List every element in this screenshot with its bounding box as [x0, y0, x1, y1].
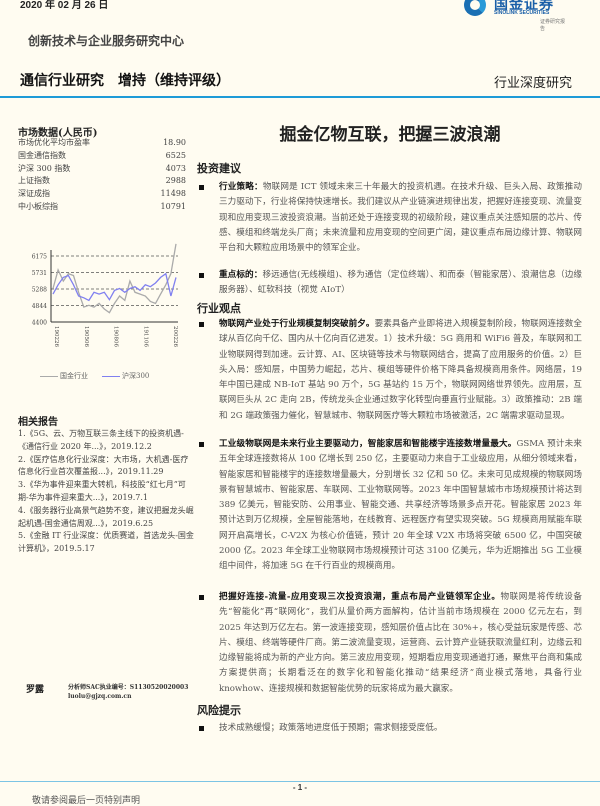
bullet-text: 要素具备产业即将进入规模复制阶段，物联网连接数全球从百亿向千亿、国内从十亿向百亿…	[219, 319, 582, 421]
author-name: 罗露	[26, 685, 45, 695]
y-tick-label: 4844	[32, 303, 47, 310]
index-chart: 6175 5731 5288 4844 4400 190226 190506 190806 19…	[32, 243, 178, 347]
bullet-lead: 重点标的：	[219, 270, 263, 280]
related-reports: 1.《5G、云、万物互联三条主线下的投资机遇-《通信行业 2020 年...》，…	[18, 428, 194, 556]
market-value: 4073	[165, 163, 186, 173]
related-item[interactable]: 2.《医疗信息化行业深度：大市场，大机遇-医疗信息化行业首次覆盖报...》，20…	[18, 454, 189, 477]
related-item[interactable]: 1.《5G、云、万物互联三条主线下的投资机遇-《通信行业 2020 年...》，…	[18, 429, 184, 451]
related-item[interactable]: 5.《金融 IT 行业深度：优质赛道，首选龙头-国金计算机》，2019.5.17	[18, 531, 194, 554]
bullet-lead: 工业级物联网是未来行业主要驱动力，智能家居和智能楼宇连接数增量最大。	[219, 439, 517, 449]
market-value: 2988	[165, 176, 186, 186]
report-date: 2020 年 02 月 26 日	[20, 0, 109, 11]
market-table: 市场优化平均市盈率 18.90 国金通信指数 6525 沪深 300 指数 4073 …	[18, 137, 186, 214]
legend-label: 国金行业	[60, 372, 88, 380]
section-view: 行业观点	[197, 302, 241, 315]
logo-mark-icon	[464, 0, 486, 16]
y-tick-label: 4400	[32, 320, 47, 327]
related-heading: 相关报告	[18, 417, 58, 428]
research-center: 创新技术与企业服务研究中心	[28, 34, 185, 48]
related-item[interactable]: 4.《服务器行业高景气趋势不变，建议把握龙头崛起机遇-国金通信周观...》，20…	[18, 505, 194, 528]
market-row: 上证指数 2988	[18, 175, 186, 188]
bullet-view-1: 物联网产业处于行业规模复制突破前夕。要素具备产业即将进入规模复制阶段，物联网连接…	[197, 317, 582, 424]
logo-en: SINOLINK SECURITIES	[494, 10, 550, 16]
bullet-lead: 把握好连接-流量-应用变现三次投资浪潮，重点布局产业链领军企业。	[219, 592, 501, 602]
report-type: 行业深度研究	[493, 76, 572, 91]
market-label: 上证指数	[18, 176, 50, 186]
bullet-text: GSMA 预计未来五年全球连接数将从 100 亿增长到 250 亿，主要驱动力来…	[219, 439, 582, 572]
y-tick-label: 5288	[32, 286, 47, 293]
market-row: 国金通信指数 6525	[18, 150, 186, 163]
legend-label: 沪深300	[122, 372, 150, 380]
bullet-view-2: 工业级物联网是未来行业主要驱动力，智能家居和智能楼宇连接数增量最大。GSMA 预…	[197, 437, 582, 575]
section-invest: 投资建议	[197, 162, 241, 175]
author-sac: 分析师SAC执业编号：S1130520020003	[68, 684, 189, 691]
footer-divider	[0, 781, 600, 782]
bullet-text: 技术成熟缓慢；政策落地进度低于预期；需求侧接受度低。	[219, 723, 443, 733]
market-label: 沪深 300 指数	[18, 163, 71, 173]
market-label: 市场优化平均市盈率	[18, 138, 90, 147]
bullet-targets: 重点标的：移远通信(无线模组)、移为通信（定位终端）、和而泰（智能家居）、浪潮信…	[197, 268, 582, 299]
market-label: 中小板综指	[18, 201, 58, 211]
author-email[interactable]: luolu@gjzq.com.cn	[68, 693, 132, 700]
bullet-lead: 行业策略：	[219, 182, 263, 192]
market-value: 11498	[160, 189, 186, 199]
market-value: 10791	[160, 201, 186, 211]
y-tick-label: 5731	[32, 270, 47, 277]
industry-rating: 通信行业研究 增持（维持评级）	[20, 73, 230, 89]
sinolink-logo: 国金证券 SINOLINK SECURITIES 证券研究报告	[458, 0, 568, 34]
market-label: 国金通信指数	[18, 150, 66, 160]
market-label: 深证成指	[18, 189, 50, 199]
header-divider	[0, 96, 600, 98]
page-number: - 1 -	[292, 783, 308, 792]
bullet-lead: 物联网产业处于行业规模复制突破前夕。	[219, 319, 375, 329]
market-row: 中小板综指 10791	[18, 201, 186, 214]
market-value: 6525	[165, 150, 186, 160]
market-row: 深证成指 11498	[18, 188, 186, 201]
market-value: 18.90	[163, 138, 186, 147]
market-row: 市场优化平均市盈率 18.90	[18, 137, 186, 150]
market-row: 沪深 300 指数 4073	[18, 163, 186, 176]
bullet-text: 物联网是 ICT 领域未来三十年最大的投资机遇。在技术升级、巨头入局、政策推动三…	[219, 182, 582, 254]
x-tick-label: 190226	[53, 326, 59, 347]
x-tick-label: 190806	[113, 326, 119, 347]
chart-legend: 国金行业 沪深300	[40, 371, 149, 381]
legend-item: 国金行业	[40, 371, 88, 381]
logo-sub: 证券研究报告	[540, 19, 566, 32]
y-tick-label: 6175	[32, 254, 47, 261]
x-tick-label: 191106	[142, 326, 148, 347]
related-item[interactable]: 3.《华为事件迎来重大转机，科技股“红七月”可期-华为事件迎来重大...》，20…	[18, 480, 186, 502]
bullet-risk: 技术成熟缓慢；政策落地进度低于预期；需求侧接受度低。	[197, 721, 582, 736]
bullet-text: 物联网是将传统设备先“智能化”再“联网化”，我们从量价两方面解构，估计当前市场规…	[219, 592, 583, 694]
x-tick-label: 200226	[172, 326, 178, 347]
series-line	[52, 272, 177, 302]
logo-cn: 国金证券	[494, 0, 554, 13]
market-heading: 市场数据(人民币)	[18, 128, 98, 139]
bullet-strategy: 行业策略：物联网是 ICT 领域未来三十年最大的投资机遇。在技术升级、巨头入局、…	[197, 180, 582, 256]
legend-item: 沪深300	[102, 371, 149, 381]
section-risk: 风险提示	[197, 704, 241, 717]
bullet-view-3: 把握好连接-流量-应用变现三次投资浪潮，重点布局产业链领军企业。物联网是将传统设…	[197, 590, 582, 697]
author-info: 分析师SAC执业编号：S1130520020003 luolu@gjzq.com…	[68, 683, 188, 701]
series-line	[52, 243, 177, 314]
page-title: 掘金亿物互联，把握三波浪潮	[279, 125, 501, 145]
bullet-text: 移远通信(无线模组)、移为通信（定位终端）、和而泰（智能家居）、浪潮信息（边缘服…	[219, 270, 582, 296]
x-tick-label: 190506	[83, 326, 89, 347]
